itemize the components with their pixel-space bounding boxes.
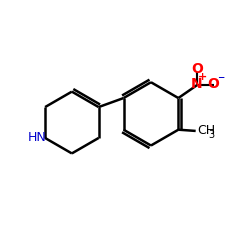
Text: N: N — [191, 77, 203, 91]
Text: HN: HN — [28, 132, 46, 144]
Text: O: O — [207, 77, 219, 91]
Text: 3: 3 — [208, 130, 214, 140]
Text: +: + — [198, 72, 207, 82]
Text: O: O — [191, 62, 203, 76]
Text: CH: CH — [197, 124, 215, 138]
Text: ⁻: ⁻ — [217, 73, 224, 87]
